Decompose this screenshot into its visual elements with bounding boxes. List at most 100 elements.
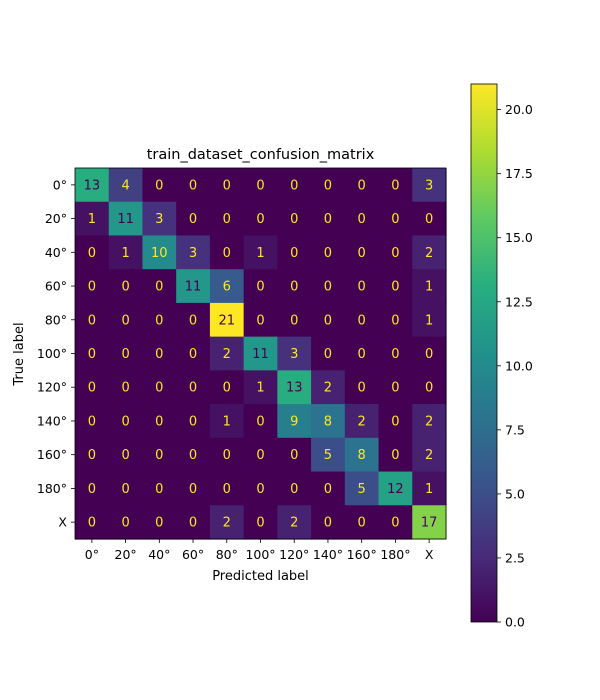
heatmap-cell xyxy=(412,235,447,270)
heatmap-cell xyxy=(176,404,211,439)
cell-value-label: 0 xyxy=(88,414,96,429)
heatmap-cell xyxy=(176,505,211,540)
cell-value-label: 0 xyxy=(290,482,298,497)
y-tick-label: X xyxy=(58,515,67,530)
heatmap-cell xyxy=(277,404,312,439)
cell-value-label: 0 xyxy=(256,280,264,295)
cell-value-label: 0 xyxy=(155,414,163,429)
heatmap-cell xyxy=(311,336,346,371)
heatmap-cell xyxy=(344,437,380,473)
heatmap-cell xyxy=(142,269,177,304)
heatmap-cell xyxy=(75,269,110,304)
heatmap-cell xyxy=(277,471,312,506)
cell-value-label: 0 xyxy=(256,178,264,193)
cell-value-label: 0 xyxy=(121,280,129,295)
heatmap-cell xyxy=(209,370,245,405)
heatmap-cell xyxy=(176,269,211,304)
heatmap-cell xyxy=(378,302,413,338)
heatmap-cell xyxy=(142,370,177,405)
colorbar-tick-label: 17.5 xyxy=(505,166,533,181)
cell-value-label: 8 xyxy=(358,448,366,463)
cell-value-label: 0 xyxy=(155,178,163,193)
heatmap-cell xyxy=(108,437,144,473)
heatmap-cell xyxy=(243,302,278,338)
heatmap-cell xyxy=(243,269,278,304)
x-tick-label: 80° xyxy=(216,547,238,562)
cell-value-label: 0 xyxy=(256,516,264,531)
heatmap-cell xyxy=(243,471,278,506)
heatmap-cell xyxy=(412,505,447,540)
y-tick-label: 180° xyxy=(37,481,67,496)
cell-value-label: 0 xyxy=(189,212,197,227)
x-tick-label: X xyxy=(425,547,434,562)
cell-value-label: 0 xyxy=(358,246,366,261)
heatmap-cell xyxy=(75,437,110,473)
heatmap-cell xyxy=(311,201,346,237)
cell-value-label: 0 xyxy=(391,178,399,193)
heatmap-cell xyxy=(412,302,447,338)
heatmap-cell xyxy=(108,404,144,439)
heatmap-cell xyxy=(142,235,177,270)
heatmap-cell xyxy=(344,235,380,270)
cell-value-label: 0 xyxy=(189,347,197,362)
cell-value-label: 0 xyxy=(324,482,332,497)
heatmap-cell xyxy=(277,302,312,338)
x-tick-label: 0° xyxy=(85,547,99,562)
cell-value-label: 2 xyxy=(425,448,433,463)
cell-value-label: 0 xyxy=(88,280,96,295)
cell-value-label: 3 xyxy=(155,212,163,227)
cell-value-label: 0 xyxy=(121,414,129,429)
heatmap-cell xyxy=(209,168,245,203)
cell-value-label: 0 xyxy=(290,212,298,227)
heatmap-cell xyxy=(142,404,177,439)
cell-value-label: 0 xyxy=(256,212,264,227)
heatmap-cell xyxy=(75,336,110,371)
cell-value-label: 0 xyxy=(391,246,399,261)
cell-value-label: 0 xyxy=(155,448,163,463)
heatmap-cell xyxy=(311,471,346,506)
cell-value-label: 1 xyxy=(256,246,264,261)
cell-value-label: 0 xyxy=(391,212,399,227)
cell-value-label: 0 xyxy=(155,381,163,396)
heatmap-cells: 13 4 0 0 0 0 0 0 0 0 31 11 3 0 0 0 0 0 0 0 00 1 10 3 0 1 0 0 0 0 20 0 0 1… xyxy=(74,167,447,540)
heatmap-cell xyxy=(108,302,144,338)
colorbar-tick-label: 0.0 xyxy=(505,615,525,630)
cell-value-label: 0 xyxy=(256,448,264,463)
cell-value-label: 0 xyxy=(223,381,231,396)
heatmap-cell xyxy=(412,336,447,371)
heatmap-cell xyxy=(311,370,346,405)
y-tick-label: 140° xyxy=(37,413,67,428)
heatmap-cell xyxy=(75,370,110,405)
heatmap-cell xyxy=(108,336,144,371)
cell-value-label: 2 xyxy=(425,246,433,261)
x-tick-label: 20° xyxy=(115,547,137,562)
cell-value-label: 0 xyxy=(324,347,332,362)
heatmap-cell xyxy=(311,404,346,439)
heatmap-cell xyxy=(142,168,177,203)
cell-value-label: 0 xyxy=(223,448,231,463)
heatmap-cell xyxy=(75,168,110,203)
heatmap-cell xyxy=(344,168,380,203)
cell-value-label: 0 xyxy=(324,280,332,295)
heatmap-cell xyxy=(412,437,447,473)
heatmap-cell xyxy=(412,269,447,304)
heatmap-cell xyxy=(344,201,380,237)
cell-value-label: 0 xyxy=(358,516,366,531)
cell-value-label: 0 xyxy=(189,516,197,531)
cell-value-label: 0 xyxy=(290,178,298,193)
cell-value-label: 13 xyxy=(286,381,303,396)
heatmap-cell xyxy=(243,437,278,473)
x-tick-label: 140° xyxy=(313,547,343,562)
cell-value-label: 0 xyxy=(358,313,366,328)
cell-value-label: 6 xyxy=(223,280,231,295)
cell-value-label: 0 xyxy=(324,212,332,227)
cell-value-label: 0 xyxy=(223,246,231,261)
heatmap-cell xyxy=(142,471,177,506)
heatmap-cell xyxy=(378,437,413,473)
heatmap-cell xyxy=(412,201,447,237)
axis-ticks: 0° 20° 40° 60° 80° 100° 120° 140° 160° 180° X0°20°… xyxy=(37,177,434,562)
cell-value-label: 12 xyxy=(387,482,404,497)
cell-value-label: 2 xyxy=(290,516,298,531)
cell-value-label: 0 xyxy=(256,482,264,497)
heatmap-cell xyxy=(243,168,278,203)
